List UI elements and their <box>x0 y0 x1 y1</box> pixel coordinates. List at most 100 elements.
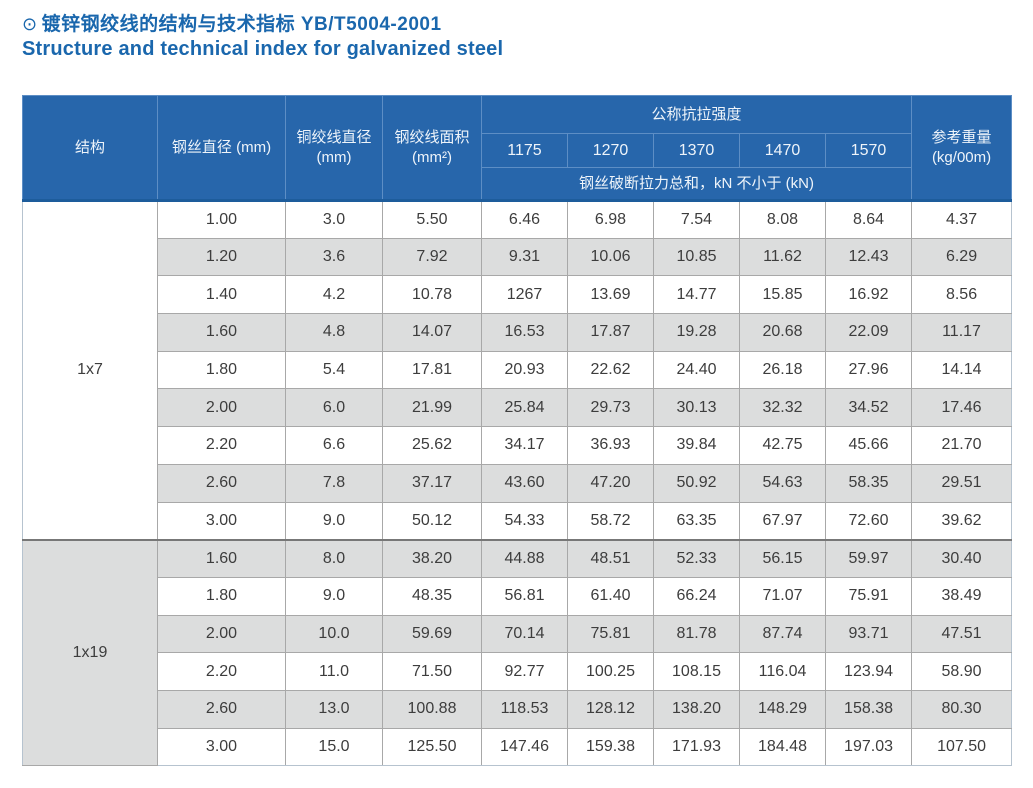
cell: 48.35 <box>382 576 482 616</box>
cell: 2.20 <box>157 426 286 465</box>
cell: 15.0 <box>285 727 383 767</box>
cell: 25.62 <box>382 426 482 465</box>
table-row: 1.40 4.2 10.78 1267 13.69 14.77 15.85 16.92 8.56 <box>23 275 1013 315</box>
cell: 75.81 <box>567 614 654 654</box>
cell: 128.12 <box>567 689 654 729</box>
header-row-note: 钢丝破断拉力总和，kN 不小于 (kN) <box>23 167 1012 202</box>
cell: 38.20 <box>382 538 482 578</box>
cell: 29.51 <box>911 463 1013 503</box>
cell: 21.99 <box>382 388 482 428</box>
cell: 44.88 <box>481 538 568 578</box>
cell: 123.94 <box>824 652 913 691</box>
cell: 92.77 <box>481 652 568 691</box>
cell: 11.17 <box>911 313 1013 352</box>
cell: 39.84 <box>653 426 740 465</box>
cell: 3.00 <box>157 501 286 541</box>
cell: 14.77 <box>653 275 740 315</box>
cell: 29.73 <box>567 388 654 428</box>
cell: 34.17 <box>481 426 568 465</box>
cell: 56.15 <box>739 538 826 578</box>
cell: 11.0 <box>285 652 383 691</box>
cell: 5.50 <box>382 200 482 239</box>
cell: 10.85 <box>653 237 740 277</box>
cell: 17.81 <box>382 350 482 390</box>
cell: 32.32 <box>739 388 826 428</box>
cell: 36.93 <box>567 426 654 465</box>
cell: 16.53 <box>481 313 568 352</box>
cell: 1267 <box>481 275 568 315</box>
cell: 10.06 <box>567 237 654 277</box>
cell: 158.38 <box>824 689 913 729</box>
cell: 38.49 <box>911 576 1013 616</box>
cell: 1.80 <box>157 350 286 390</box>
cell: 4.8 <box>285 313 383 352</box>
cell: 20.93 <box>481 350 568 390</box>
cell: 11.62 <box>739 237 826 277</box>
cell: 1.40 <box>157 275 286 315</box>
cell: 43.60 <box>481 463 568 503</box>
table-row: 2.20 6.6 25.62 34.17 36.93 39.84 42.75 45.66 21.… <box>23 426 1013 465</box>
cell: 10.78 <box>382 275 482 315</box>
cell: 39.62 <box>911 501 1013 541</box>
cell: 63.35 <box>653 501 740 541</box>
cell: 197.03 <box>824 727 913 767</box>
cell: 10.0 <box>285 614 383 654</box>
col-header-grade-1470: 1470 <box>739 133 826 168</box>
cell: 171.93 <box>653 727 740 767</box>
title-zh-line: ⊙ 镀锌钢绞线的结构与技术指标 YB/T5004-2001 <box>22 12 1011 37</box>
cell: 2.00 <box>157 388 286 428</box>
cell: 8.08 <box>739 200 826 239</box>
cell: 8.0 <box>285 538 383 578</box>
cell: 20.68 <box>739 313 826 352</box>
cell: 70.14 <box>481 614 568 654</box>
cell: 54.33 <box>481 501 568 541</box>
cell: 75.91 <box>824 576 913 616</box>
cell: 45.66 <box>824 426 913 465</box>
cell: 19.28 <box>653 313 740 352</box>
cell: 118.53 <box>481 689 568 729</box>
cell: 81.78 <box>653 614 740 654</box>
table-body: 1x7 1.00 3.0 5.50 6.46 6.98 7.54 8.08 8.64 4.37 1.… <box>22 199 1013 767</box>
table-row: 2.60 13.0 100.88 118.53 128.12 138.20 148.29 15… <box>23 689 1013 729</box>
cell: 58.72 <box>567 501 654 541</box>
cell: 93.71 <box>824 614 913 654</box>
cell: 5.4 <box>285 350 383 390</box>
cell: 1.60 <box>157 313 286 352</box>
structure-cell: 1x19 <box>22 538 158 767</box>
cell: 87.74 <box>739 614 826 654</box>
col-header-wire-diameter: 钢丝直径 (mm) <box>157 95 286 202</box>
cell: 125.50 <box>382 727 482 767</box>
cell: 27.96 <box>824 350 913 390</box>
page: ⊙ 镀锌钢绞线的结构与技术指标 YB/T5004-2001 Structure a… <box>22 12 1013 767</box>
cell: 30.13 <box>653 388 740 428</box>
cell: 22.62 <box>567 350 654 390</box>
header-row-grades: 1175 1270 1370 1470 1570 <box>23 133 1012 168</box>
cell: 22.09 <box>824 313 913 352</box>
cell: 6.6 <box>285 426 383 465</box>
cell: 59.97 <box>824 538 913 578</box>
title-en: Structure and technical index for galvan… <box>22 38 504 60</box>
table-row: 2.00 10.0 59.69 70.14 75.81 81.78 87.74 93.71 47… <box>23 614 1013 654</box>
cell: 7.92 <box>382 237 482 277</box>
cell: 52.33 <box>653 538 740 578</box>
cell: 34.52 <box>824 388 913 428</box>
cell: 6.0 <box>285 388 383 428</box>
cell: 184.48 <box>739 727 826 767</box>
cell: 54.63 <box>739 463 826 503</box>
cell: 107.50 <box>911 727 1013 767</box>
cell: 100.25 <box>567 652 654 691</box>
cell: 47.20 <box>567 463 654 503</box>
header-row-1: 结构 钢丝直径 (mm) 铜绞线直径 (mm) 钢绞线面积 (mm²) 公称抗拉… <box>22 95 1013 202</box>
cell: 61.40 <box>567 576 654 616</box>
cell: 25.84 <box>481 388 568 428</box>
cell: 116.04 <box>739 652 826 691</box>
cell: 138.20 <box>653 689 740 729</box>
table-row: 1.20 3.6 7.92 9.31 10.06 10.85 11.62 12.43 6.29 <box>23 237 1013 277</box>
cell: 72.60 <box>824 501 913 541</box>
cell: 8.56 <box>911 275 1013 315</box>
col-header-structure: 结构 <box>22 95 158 202</box>
col-header-grade-1370: 1370 <box>653 133 740 168</box>
cell: 26.18 <box>739 350 826 390</box>
bullet-circle-dot-icon: ⊙ <box>22 14 38 34</box>
cell: 71.07 <box>739 576 826 616</box>
